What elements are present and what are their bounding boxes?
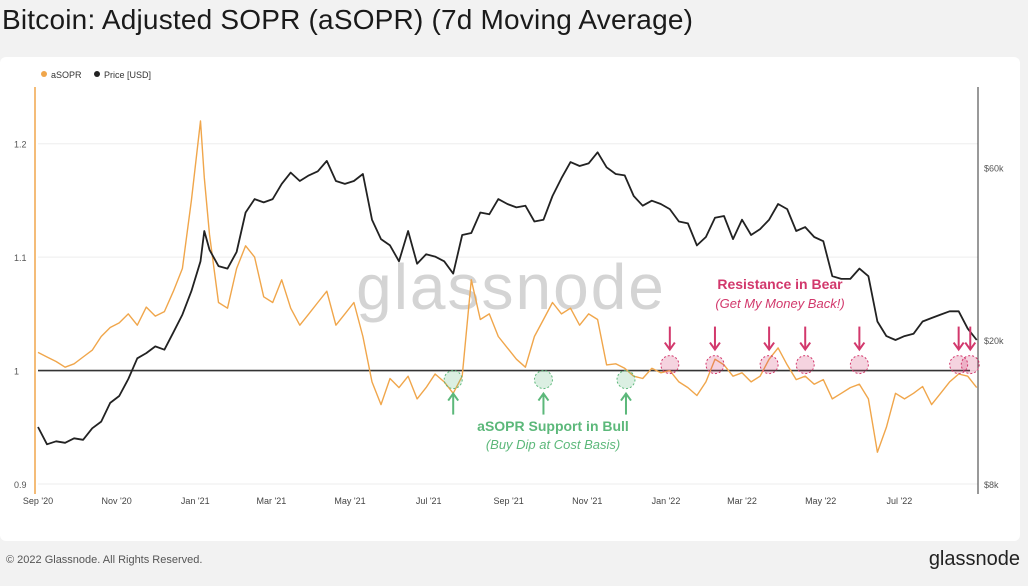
resistance-circle bbox=[849, 355, 869, 375]
x-tick-label: Sep '21 bbox=[494, 496, 524, 506]
resistance-circle bbox=[660, 355, 680, 375]
grid bbox=[38, 143, 978, 485]
resistance-label: Resistance in Bear (Get My Money Back!) bbox=[715, 276, 844, 311]
y-left-tick-label: 1.1 bbox=[14, 253, 27, 263]
asopr-line bbox=[37, 120, 978, 453]
support-circle bbox=[616, 370, 636, 390]
support-circle bbox=[533, 370, 553, 390]
resistance-circle bbox=[960, 355, 980, 375]
resistance-arrow-head bbox=[664, 341, 676, 352]
x-tick-label: Jul '22 bbox=[886, 496, 912, 506]
resistance-circle bbox=[795, 355, 815, 375]
support-arrow-head bbox=[620, 391, 632, 402]
brand-logo: glassnode bbox=[928, 548, 1020, 570]
support-circle bbox=[443, 370, 463, 390]
x-tick-label: Nov '21 bbox=[572, 496, 602, 506]
resistance-arrow-head bbox=[799, 341, 812, 352]
price-line bbox=[37, 151, 978, 446]
legend-swatch-asopr bbox=[41, 71, 47, 77]
x-tick-label: Nov '20 bbox=[102, 496, 132, 506]
support-arrow-head bbox=[537, 391, 550, 402]
support-subtitle: (Buy Dip at Cost Basis) bbox=[486, 437, 620, 452]
support-title: aSOPR Support in Bull bbox=[477, 418, 629, 434]
legend-swatch-price bbox=[94, 71, 100, 77]
copyright-text: © 2022 Glassnode. All Rights Reserved. bbox=[6, 554, 203, 566]
resistance-arrow-head bbox=[964, 341, 977, 352]
series-layer bbox=[37, 120, 978, 453]
annotation-layer bbox=[443, 326, 980, 415]
y-right-tick-label: $60k bbox=[984, 163, 1004, 173]
resistance-arrow-head bbox=[709, 341, 721, 352]
x-tick-label: May '22 bbox=[805, 496, 836, 506]
x-tick-label: Jan '22 bbox=[652, 496, 681, 506]
page-title: Bitcoin: Adjusted SOPR (aSOPR) (7d Movin… bbox=[2, 4, 694, 35]
x-tick-label: Jan '21 bbox=[181, 496, 210, 506]
legend-label-price[interactable]: Price [USD] bbox=[104, 70, 151, 80]
y-left-tick-label: 0.9 bbox=[14, 480, 27, 490]
x-tick-label: Mar '21 bbox=[257, 496, 287, 506]
legend: aSOPR Price [USD] bbox=[41, 70, 151, 80]
y-right-tick-label: $8k bbox=[984, 480, 999, 490]
support-arrow-head bbox=[447, 391, 460, 402]
y-right-tick-label: $20k bbox=[984, 336, 1004, 346]
resistance-circle bbox=[949, 355, 969, 375]
legend-label-asopr[interactable]: aSOPR bbox=[51, 70, 82, 80]
resistance-circle bbox=[759, 355, 779, 375]
asopr-chart: aSOPR Price [USD] glassnode 1.2 1.1 1 0.9 $6… bbox=[14, 70, 1004, 506]
resistance-subtitle: (Get My Money Back!) bbox=[715, 296, 844, 311]
axes: 1.2 1.1 1 0.9 $60k $20k $8k Sep '20 Nov '20 Jan '… bbox=[14, 87, 1004, 506]
resistance-arrow-head bbox=[853, 341, 866, 352]
chart-card: aSOPR Price [USD] glassnode 1.2 1.1 1 0.9 $6… bbox=[0, 57, 1020, 541]
support-label: aSOPR Support in Bull (Buy Dip at Cost B… bbox=[477, 418, 629, 452]
y-left-tick-label: 1 bbox=[14, 367, 19, 377]
resistance-title: Resistance in Bear bbox=[717, 276, 843, 292]
y-left-tick-label: 1.2 bbox=[14, 140, 27, 150]
resistance-arrow-head bbox=[763, 341, 775, 352]
watermark: glassnode bbox=[356, 251, 666, 323]
resistance-circle bbox=[705, 355, 725, 375]
x-tick-label: Mar '22 bbox=[727, 496, 757, 506]
x-tick-label: Sep '20 bbox=[23, 496, 53, 506]
x-tick-label: Jul '21 bbox=[416, 496, 442, 506]
resistance-arrow-head bbox=[952, 341, 965, 352]
x-tick-label: May '21 bbox=[334, 496, 365, 506]
